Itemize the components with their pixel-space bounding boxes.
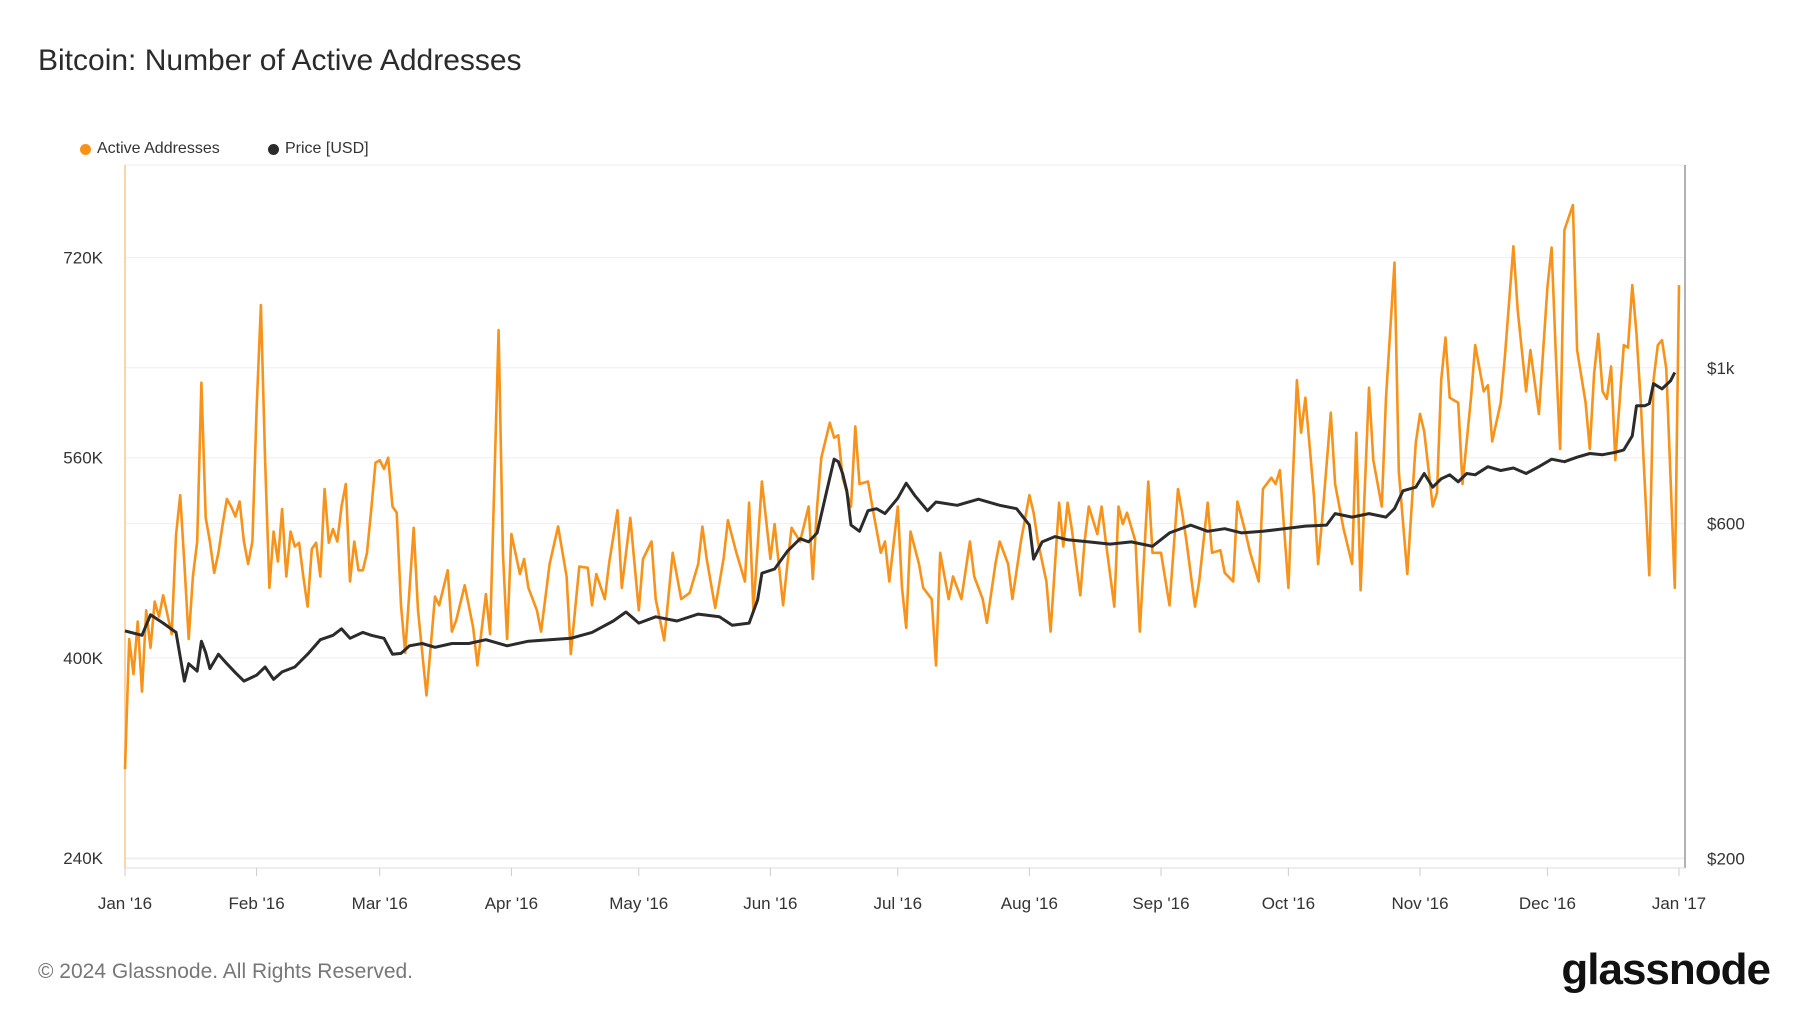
y-right-tick-label: $600	[1707, 515, 1745, 534]
glassnode-logo: glassnode	[1561, 945, 1771, 994]
x-tick-label: Jan '17	[1652, 894, 1706, 913]
active-addresses-line	[123, 203, 1681, 770]
legend-label: Price [USD]	[285, 140, 369, 157]
y-right-tick-label: $200	[1707, 850, 1745, 869]
x-tick-label: May '16	[609, 894, 668, 913]
y-left-tick-label: 560K	[63, 449, 103, 468]
legend-item-price[interactable]: Price [USD]	[268, 140, 369, 158]
copyright-footer: © 2024 Glassnode. All Rights Reserved.	[38, 960, 414, 983]
y-left-tick-label: 720K	[63, 249, 103, 268]
chart-title: Bitcoin: Number of Active Addresses	[38, 44, 522, 77]
x-tick-label: Jul '16	[873, 894, 922, 913]
legend-item-active-addresses[interactable]: Active Addresses	[80, 140, 220, 158]
legend-dot-icon	[80, 143, 91, 155]
legend-label: Active Addresses	[97, 140, 220, 157]
x-tick-label: Feb '16	[229, 894, 285, 913]
x-tick-label: Dec '16	[1519, 894, 1576, 913]
x-tick-label: Jun '16	[743, 894, 797, 913]
y-left-tick-label: 240K	[63, 849, 103, 868]
y-left-tick-label: 400K	[63, 649, 103, 668]
x-tick-label: Sep '16	[1132, 894, 1189, 913]
y-right-tick-label: $1k	[1707, 359, 1735, 378]
x-tick-label: Jan '16	[98, 894, 152, 913]
price-usd-line	[124, 371, 1677, 683]
legend-dot-icon	[268, 143, 279, 155]
x-tick-label: Oct '16	[1262, 894, 1315, 913]
x-tick-label: Nov '16	[1391, 894, 1448, 913]
x-tick-label: Apr '16	[485, 894, 538, 913]
plot-frame	[124, 164, 1686, 869]
x-tick-label: Aug '16	[1001, 894, 1058, 913]
x-tick-label: Mar '16	[352, 894, 408, 913]
